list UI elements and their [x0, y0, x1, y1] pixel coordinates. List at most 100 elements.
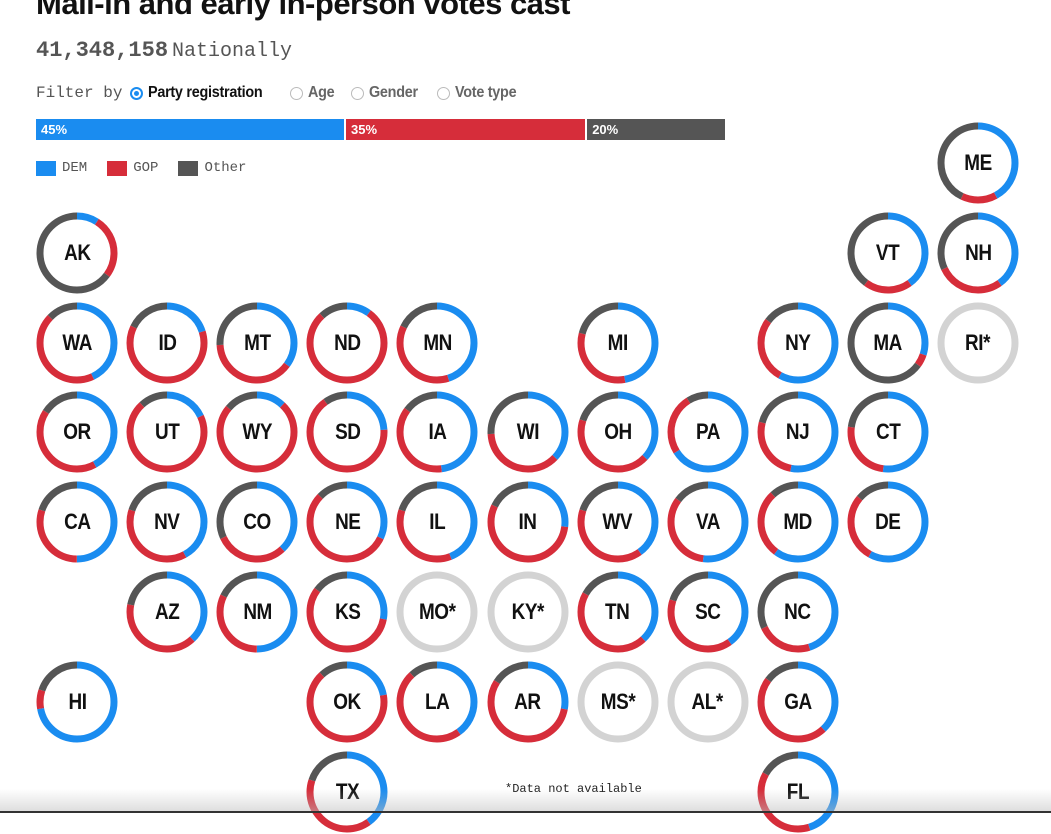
state-abbr-text: AR	[514, 688, 541, 714]
state-tile-az[interactable]: AZ	[125, 570, 209, 654]
state-tile-ca[interactable]: CA	[35, 480, 119, 564]
state-donut-ring	[847, 391, 929, 473]
state-tile-in[interactable]: IN	[486, 480, 570, 564]
other-arc	[36, 661, 118, 743]
state-tile-ma[interactable]: MA	[846, 301, 930, 385]
state-abbr-text: RI*	[965, 329, 991, 355]
state-tile-ok[interactable]: OK	[305, 660, 389, 744]
gop-arc	[667, 481, 749, 563]
state-tile-mn[interactable]: MN	[395, 301, 479, 385]
other-arc	[126, 391, 208, 473]
radio-button[interactable]	[437, 86, 451, 100]
state-tile-ky[interactable]: KY*	[486, 570, 570, 654]
radio-button[interactable]	[289, 86, 303, 100]
state-tile-sc[interactable]: SC	[666, 570, 750, 654]
legend-swatch-other	[178, 160, 199, 176]
state-abbr-label: OK	[305, 660, 389, 744]
state-tile-ri[interactable]: RI*	[936, 301, 1020, 385]
state-abbr-label: HI	[35, 660, 119, 744]
state-abbr-text: KY*	[511, 599, 544, 624]
state-tile-mo[interactable]: MO*	[395, 570, 479, 654]
state-tile-co[interactable]: CO	[215, 480, 299, 564]
radio-button[interactable]	[350, 86, 364, 100]
state-donut-ring	[577, 481, 659, 563]
state-donut-ring	[757, 391, 839, 473]
state-tile-de[interactable]: DE	[846, 480, 930, 564]
state-abbr-label: NV	[125, 480, 209, 564]
state-tile-tn[interactable]: TN	[576, 570, 660, 654]
other-arc	[757, 391, 839, 473]
other-arc	[216, 302, 298, 384]
state-tile-vt[interactable]: VT	[846, 211, 930, 295]
state-abbr-text: OK	[333, 688, 362, 714]
state-tile-ks[interactable]: KS	[305, 570, 389, 654]
state-tile-il[interactable]: IL	[395, 480, 479, 564]
state-tile-hi[interactable]: HI	[35, 660, 119, 744]
state-abbr-text: KS	[334, 599, 361, 624]
state-tile-wa[interactable]: WA	[35, 301, 119, 385]
filter-option-vote-type[interactable]: Vote type	[437, 84, 523, 102]
state-donut-ring	[36, 212, 118, 294]
gop-arc	[216, 391, 298, 473]
other-arc	[36, 212, 118, 294]
state-tile-or[interactable]: OR	[35, 390, 119, 474]
state-tile-al[interactable]: AL*	[666, 660, 750, 744]
state-donut-ring	[937, 122, 1019, 204]
state-tile-nv[interactable]: NV	[125, 480, 209, 564]
filter-option-age[interactable]: Age	[289, 84, 337, 102]
state-tile-ny[interactable]: NY	[756, 301, 840, 385]
state-donut-ring	[396, 391, 478, 473]
state-tile-wy[interactable]: WY	[215, 390, 299, 474]
state-tile-md[interactable]: MD	[756, 480, 840, 564]
gop-arc	[306, 481, 388, 563]
state-tile-ga[interactable]: GA	[756, 660, 840, 744]
gop-arc	[487, 661, 568, 743]
state-abbr-label: CA	[35, 480, 119, 564]
state-tile-ia[interactable]: IA	[395, 390, 479, 474]
state-tile-mi[interactable]: MI	[576, 301, 660, 385]
state-tile-va[interactable]: VA	[666, 480, 750, 564]
state-tile-ut[interactable]: UT	[125, 390, 209, 474]
state-tile-ms[interactable]: MS*	[576, 660, 660, 744]
state-tile-nd[interactable]: ND	[305, 301, 389, 385]
state-tile-nh[interactable]: NH	[936, 211, 1020, 295]
state-donut-ring	[126, 391, 208, 473]
other-arc	[126, 302, 208, 384]
state-abbr-label: MS*	[576, 660, 660, 744]
state-tile-id[interactable]: ID	[125, 301, 209, 385]
state-abbr-text: NJ	[786, 419, 810, 445]
state-donut-ring	[487, 481, 568, 563]
gop-arc	[396, 481, 478, 563]
state-tile-me[interactable]: ME	[936, 121, 1020, 205]
legend-label: GOP	[133, 160, 159, 176]
state-donut-ring	[847, 212, 929, 294]
state-tile-nm[interactable]: NM	[215, 570, 299, 654]
state-tile-mt[interactable]: MT	[215, 301, 299, 385]
state-tile-ar[interactable]: AR	[486, 660, 570, 744]
state-abbr-label: NM	[215, 570, 299, 654]
state-tile-ne[interactable]: NE	[305, 480, 389, 564]
state-tile-la[interactable]: LA	[395, 660, 479, 744]
state-tile-nc[interactable]: NC	[756, 570, 840, 654]
state-abbr-label: CO	[215, 480, 299, 564]
state-tile-ak[interactable]: AK	[35, 211, 119, 295]
state-tile-oh[interactable]: OH	[576, 390, 660, 474]
state-tile-nj[interactable]: NJ	[756, 390, 840, 474]
state-tile-wi[interactable]: WI	[486, 390, 570, 474]
state-donut-ring	[847, 481, 929, 563]
state-abbr-label: AR	[486, 660, 570, 744]
radio-button-checked[interactable]	[130, 86, 144, 100]
gop-arc	[937, 122, 1019, 204]
state-tile-ct[interactable]: CT	[846, 390, 930, 474]
state-abbr-label: LA	[395, 660, 479, 744]
gop-arc	[396, 391, 478, 473]
other-arc	[126, 571, 208, 653]
filter-option-party-registration[interactable]: Party registration	[130, 84, 275, 102]
state-tile-wv[interactable]: WV	[576, 480, 660, 564]
filter-option-gender[interactable]: Gender	[350, 84, 423, 102]
state-tile-pa[interactable]: PA	[666, 390, 750, 474]
state-tile-sd[interactable]: SD	[305, 390, 389, 474]
state-abbr-text: UT	[154, 419, 180, 445]
state-donut-ring	[396, 661, 478, 743]
state-abbr-label: WI	[486, 390, 570, 474]
